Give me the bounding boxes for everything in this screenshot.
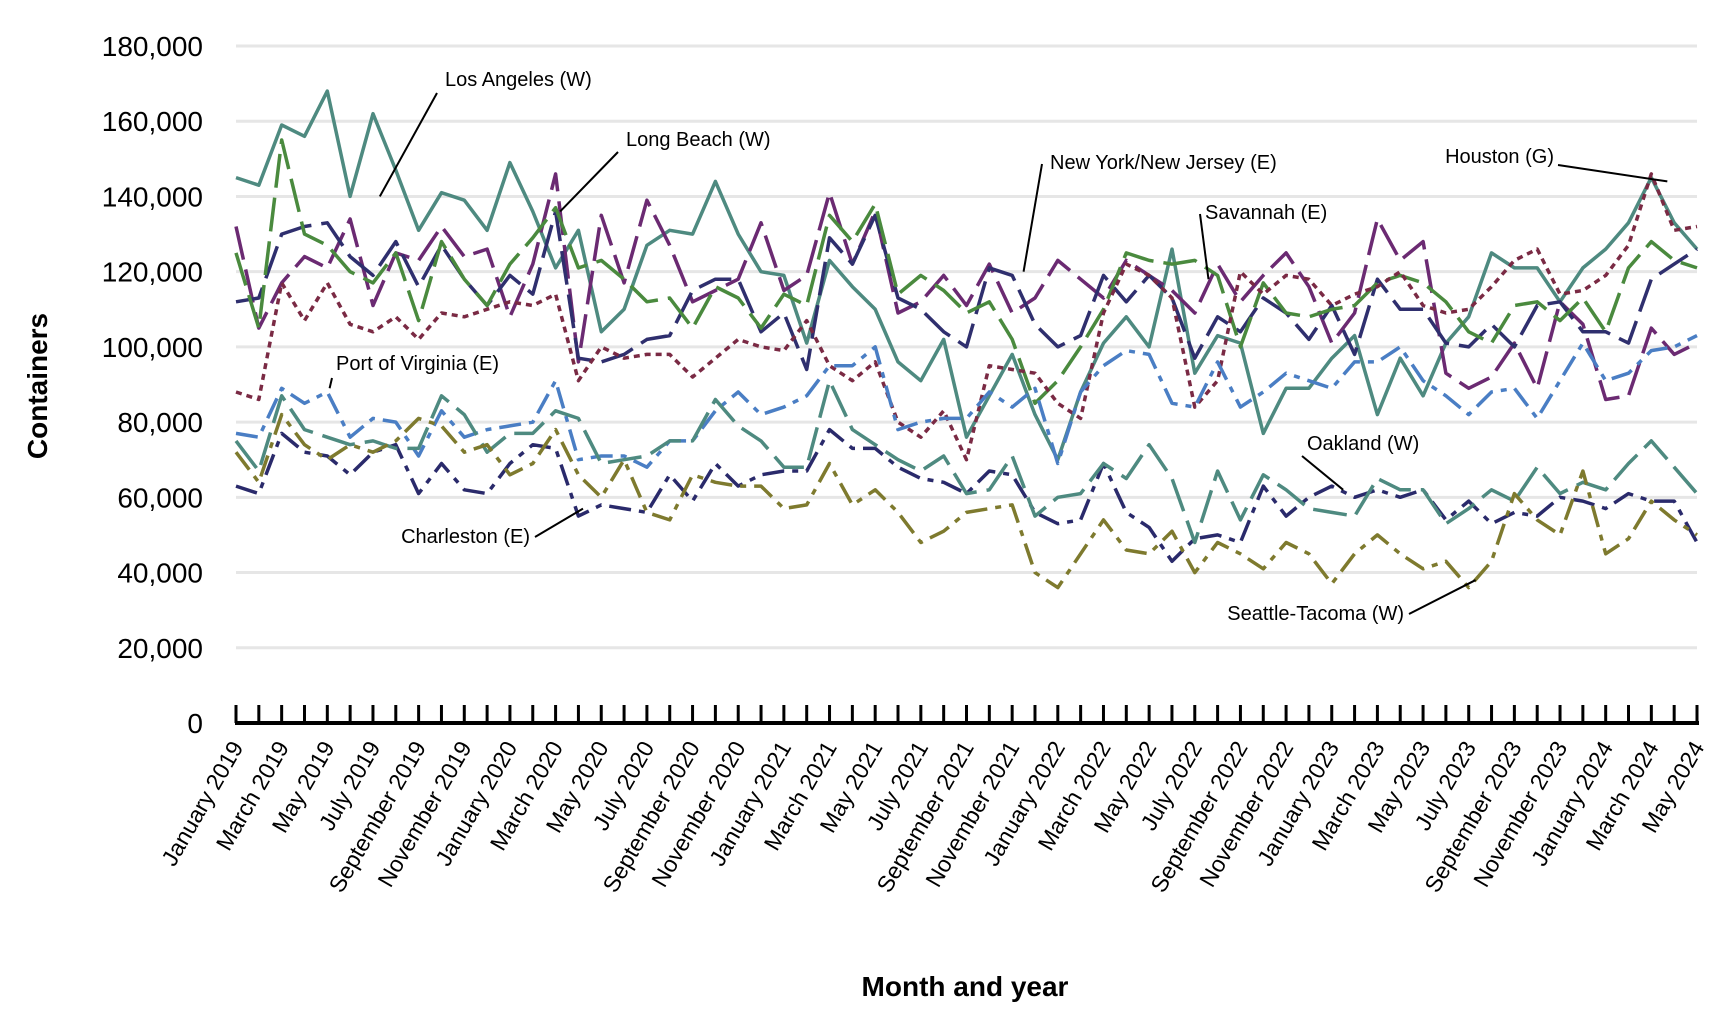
annotation-leader <box>378 92 438 197</box>
y-axis-tick-labels: 0 20,000 40,000 60,000 80,000 100,000 120,000 1… <box>102 31 203 739</box>
annotation-leader <box>1557 164 1668 183</box>
series-annotation-label: Savannah (E) <box>1205 202 1327 224</box>
annotation-leader <box>1022 163 1043 272</box>
annotation-leader <box>559 151 619 213</box>
series-line <box>234 138 1698 406</box>
series-lines <box>234 89 1699 590</box>
y-tick-label: 0 <box>187 708 203 739</box>
series-annotation-label: Seattle-Tacoma (W) <box>1227 603 1404 625</box>
series-line <box>235 172 1698 462</box>
y-tick-label: 80,000 <box>117 407 203 438</box>
series-line <box>235 89 1699 462</box>
annotation-leader <box>328 377 333 389</box>
y-tick-label: 180,000 <box>102 31 203 62</box>
series-line <box>234 172 1698 402</box>
series-line <box>234 412 1698 590</box>
x-axis <box>234 705 1699 725</box>
series-line <box>234 378 1699 545</box>
y-tick-label: 120,000 <box>102 257 203 288</box>
series-annotation-label: Long Beach (W) <box>626 129 771 151</box>
y-tick-label: 160,000 <box>102 106 203 137</box>
annotation-leader <box>1301 455 1344 491</box>
y-tick-label: 20,000 <box>117 633 203 664</box>
series-annotation-label: New York/New Jersey (E) <box>1050 152 1277 174</box>
series-line <box>235 427 1699 564</box>
y-axis-title: Containers <box>22 313 53 459</box>
series-annotation-label: Oakland (W) <box>1307 433 1419 455</box>
x-axis-title: Month and year <box>862 971 1069 1002</box>
series-line <box>235 334 1698 469</box>
y-tick-label: 60,000 <box>117 482 203 513</box>
y-tick-label: 100,000 <box>102 332 203 363</box>
series-annotation-label: Charleston (E) <box>401 526 530 548</box>
y-tick-label: 140,000 <box>102 181 203 212</box>
annotation-leader <box>1408 579 1477 615</box>
series-annotations: Los Angeles (W) Long Beach (W) New York/Ne… <box>328 69 1668 625</box>
series-annotation-label: Los Angeles (W) <box>445 69 592 91</box>
y-tick-label: 40,000 <box>117 558 203 589</box>
annotation-leader <box>1199 213 1210 280</box>
annotation-leader <box>534 507 584 538</box>
series-annotation-label: Houston (G) <box>1445 146 1554 168</box>
series-annotation-label: Port of Virginia (E) <box>336 353 499 375</box>
